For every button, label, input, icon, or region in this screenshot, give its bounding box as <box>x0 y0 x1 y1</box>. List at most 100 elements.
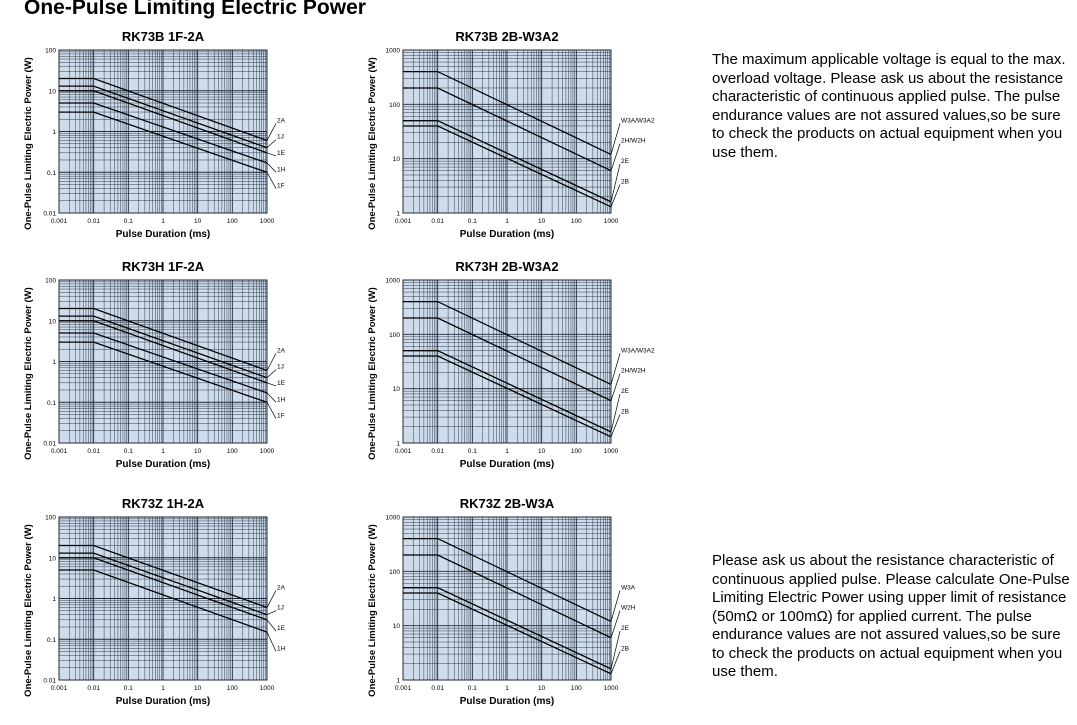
y-tick-label: 0.01 <box>43 211 56 218</box>
chart-title: RK73H 2B-W3A2 <box>455 259 558 274</box>
chart-title: RK73H 1F-2A <box>122 259 205 274</box>
series-label: 2H/W2H <box>621 368 646 375</box>
series-label: 1J <box>277 364 284 371</box>
x-tick-label: 1000 <box>604 218 619 225</box>
y-tick-label: 100 <box>389 102 400 109</box>
label-callout <box>266 610 277 616</box>
label-callout <box>610 184 621 207</box>
x-tick-label: 0.01 <box>431 448 444 455</box>
x-tick-label: 1000 <box>604 448 619 455</box>
y-tick-label: 10 <box>393 386 401 393</box>
series-line <box>403 587 612 670</box>
series-line <box>403 87 612 172</box>
y-tick-label: 1000 <box>386 48 401 55</box>
y-axis-label: One-Pulse Limiting Electric Power (W) <box>23 287 34 460</box>
y-axis-label: One-Pulse Limiting Electric Power (W) <box>23 524 34 697</box>
series-line <box>59 552 268 616</box>
series-line <box>59 320 268 384</box>
label-callout <box>266 590 277 608</box>
series-label: 1F <box>277 413 285 420</box>
y-tick-label: 100 <box>45 515 56 522</box>
x-tick-label: 100 <box>571 218 582 225</box>
x-tick-label: 0.1 <box>124 685 133 692</box>
series-line <box>403 300 612 385</box>
series-label: 2A <box>277 117 286 124</box>
series-label: 1E <box>277 625 286 632</box>
x-axis-label: Pulse Duration (ms) <box>116 459 210 470</box>
x-tick-label: 10 <box>194 218 202 225</box>
series-line <box>403 317 612 402</box>
series-line <box>59 77 268 142</box>
x-tick-label: 0.01 <box>431 218 444 225</box>
series-line <box>59 341 268 403</box>
y-axis-label: One-Pulse Limiting Electric Power (W) <box>367 287 378 460</box>
label-callout <box>610 123 621 155</box>
y-tick-label: 1000 <box>386 515 401 522</box>
series-label: W3A/W3A2 <box>621 117 655 124</box>
series-line <box>403 350 612 433</box>
y-tick-label: 100 <box>389 332 400 339</box>
y-axis-label: One-Pulse Limiting Electric Power (W) <box>367 524 378 697</box>
x-tick-label: 1 <box>161 218 165 225</box>
chart-svg: RK73B 2B-W3A2 0.001 0.01 0.1 1 10 100 1000 1 10 10… <box>367 29 655 240</box>
series-line <box>59 111 268 173</box>
series-label: 2B <box>621 645 629 652</box>
chart-svg: RK73Z 1H-2A0.001 0.01 0.1 1 10 100 10000.010.1… <box>23 496 286 707</box>
grid <box>58 50 267 214</box>
x-tick-label: 0.001 <box>51 218 68 225</box>
y-tick-label: 1 <box>52 129 56 136</box>
x-tick-label: 1000 <box>260 685 275 692</box>
series-label: 2A <box>277 584 286 591</box>
series-label: 2E <box>621 625 630 632</box>
series-label: 2E <box>621 158 630 165</box>
chart-rk73b-2b-w3a2: RK73B 2B-W3A2 0.001 0.01 0.1 1 10 100 1000 1 10 10… <box>362 26 692 246</box>
y-axis-label: One-Pulse Limiting Electric Power (W) <box>23 57 34 230</box>
y-tick-label: 10 <box>49 318 57 325</box>
series-label: 1H <box>277 166 286 173</box>
x-tick-label: 0.001 <box>395 218 412 225</box>
x-axis-label: Pulse Duration (ms) <box>116 696 210 707</box>
y-axis-label: One-Pulse Limiting Electric Power (W) <box>367 57 378 230</box>
series-line <box>59 544 268 609</box>
label-callout <box>610 651 621 674</box>
chart-rk73z-2b-w3a: RK73Z 2B-W3A 0.001 0.01 0.1 1 10 100 1000 1 10 100… <box>362 493 692 713</box>
x-tick-label: 100 <box>227 448 238 455</box>
y-tick-label: 0.1 <box>47 400 56 407</box>
x-tick-label: 100 <box>571 685 582 692</box>
series-line <box>403 537 612 622</box>
x-tick-label: 1 <box>505 685 509 692</box>
x-tick-label: 1 <box>161 685 165 692</box>
series-line <box>403 125 612 208</box>
x-tick-label: 1 <box>161 448 165 455</box>
series-label: 1F <box>277 183 285 190</box>
chart-svg: RK73Z 2B-W3A 0.001 0.01 0.1 1 10 100 1000 1 10 100… <box>367 496 636 707</box>
x-tick-label: 0.001 <box>51 685 68 692</box>
x-tick-label: 100 <box>227 685 238 692</box>
series-label: W3A <box>621 584 636 591</box>
label-callout <box>266 619 277 632</box>
x-tick-label: 1 <box>505 218 509 225</box>
label-callout <box>610 143 621 171</box>
series-line <box>403 554 612 639</box>
series-line <box>59 557 268 621</box>
x-tick-label: 0.1 <box>468 218 477 225</box>
label-callout <box>266 631 277 652</box>
x-axis-label: Pulse Duration (ms) <box>460 229 554 240</box>
y-tick-label: 0.01 <box>43 678 56 685</box>
note-bottom: Please ask us about the resistance chara… <box>712 552 1070 680</box>
x-tick-label: 0.01 <box>87 218 100 225</box>
series-label: 2A <box>277 347 286 354</box>
chart-title: RK73Z 1H-2A <box>122 496 205 511</box>
series-line <box>59 102 268 164</box>
label-callout <box>610 414 621 437</box>
series-label: 2B <box>621 408 629 415</box>
x-tick-label: 0.01 <box>87 685 100 692</box>
label-callout <box>266 152 277 157</box>
chart-svg: RK73B 1F-2A0.001 0.01 0.1 1 10 100 10000.010.1… <box>23 29 286 240</box>
series-line <box>403 355 612 438</box>
x-tick-label: 1000 <box>260 218 275 225</box>
y-tick-label: 100 <box>389 569 400 576</box>
label-callout <box>266 369 277 378</box>
chart-title: RK73B 1F-2A <box>122 29 205 44</box>
chart-rk73h-1f-2a: RK73H 1F-2A 0.001 0.01 0.1 1 10 100 1000 0.01 0.1… <box>18 256 348 476</box>
